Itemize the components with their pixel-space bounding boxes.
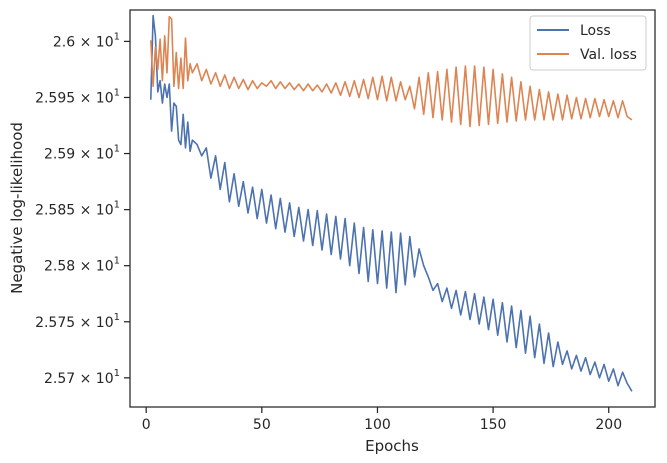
- y-tick-times: ×: [75, 371, 96, 387]
- y-tick-mantissa: 2.6: [53, 34, 75, 50]
- y-tick-mantissa: 2.585: [35, 203, 75, 219]
- y-tick-base: 10: [96, 259, 114, 275]
- y-axis-label: Negative log-likelihood: [8, 122, 26, 294]
- legend-label-loss: Loss: [580, 23, 611, 39]
- y-tick-times: ×: [75, 203, 96, 219]
- series-layer: [150, 14, 633, 392]
- y-tick-exponent: 1: [114, 368, 120, 379]
- y-tick-base: 10: [96, 315, 114, 331]
- y-tick-times: ×: [75, 34, 96, 50]
- y-tick-base: 10: [96, 90, 114, 106]
- x-tick-label: 0: [142, 417, 151, 433]
- y-tick-mantissa: 2.57: [44, 371, 75, 387]
- series-line-val-loss: [150, 15, 633, 128]
- x-axis-label: Epochs: [365, 437, 419, 455]
- x-tick-label: 150: [480, 417, 507, 433]
- y-tick-label: 2.58 × 101: [44, 256, 120, 275]
- x-tick-label: 100: [364, 417, 391, 433]
- x-tick-label: 50: [253, 417, 271, 433]
- y-tick-exponent: 1: [114, 200, 120, 211]
- y-tick-times: ×: [75, 259, 96, 275]
- y-tick-exponent: 1: [114, 144, 120, 155]
- y-tick-label: 2.585 × 101: [35, 200, 120, 219]
- y-tick-base: 10: [96, 371, 114, 387]
- y-tick-exponent: 1: [114, 87, 120, 98]
- y-tick-mantissa: 2.595: [35, 90, 75, 106]
- legend-label-val-loss: Val. loss: [580, 47, 637, 63]
- x-tick-label: 200: [595, 417, 622, 433]
- y-tick-label: 2.575 × 101: [35, 312, 120, 331]
- y-tick-mantissa: 2.58: [44, 259, 75, 275]
- y-tick-base: 10: [96, 147, 114, 163]
- y-tick-times: ×: [75, 147, 96, 163]
- y-tick-base: 10: [96, 34, 114, 50]
- y-tick-label: 2.6 × 101: [53, 31, 120, 50]
- legend: Loss Val. loss: [529, 15, 647, 71]
- x-axis-ticks: 0 50 100 150 200: [142, 407, 622, 433]
- series-line-loss: [150, 14, 633, 392]
- y-tick-mantissa: 2.59: [44, 147, 75, 163]
- y-tick-exponent: 1: [114, 256, 120, 267]
- y-tick-label: 2.59 × 101: [44, 144, 120, 163]
- y-tick-base: 10: [96, 203, 114, 219]
- y-tick-label: 2.595 × 101: [35, 87, 120, 106]
- y-tick-mantissa: 2.575: [35, 315, 75, 331]
- y-tick-times: ×: [75, 90, 96, 106]
- y-tick-times: ×: [75, 315, 96, 331]
- y-tick-label: 2.57 × 101: [44, 368, 120, 387]
- y-tick-exponent: 1: [114, 312, 120, 323]
- y-tick-exponent: 1: [114, 31, 120, 42]
